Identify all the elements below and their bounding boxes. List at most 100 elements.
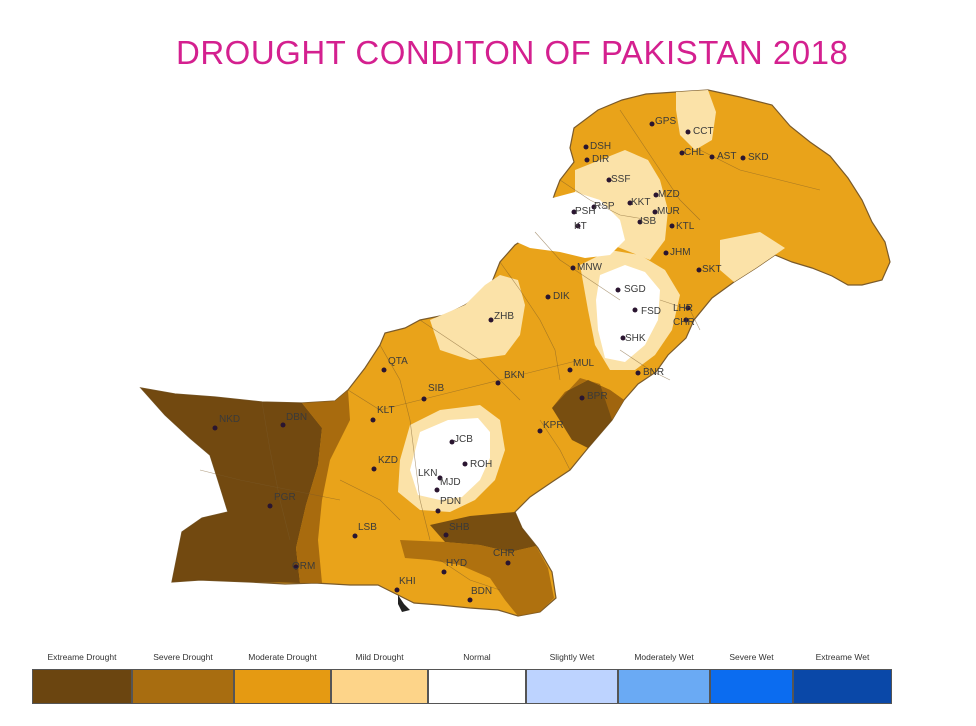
city-label-pdn: PDN <box>440 496 461 507</box>
legend: Extreame Drought Severe Drought Moderate D… <box>32 652 892 708</box>
legend-label: Normal <box>463 652 491 662</box>
city-label-mnw: MNW <box>577 262 603 273</box>
legend-label: Extreame Drought <box>47 652 117 662</box>
legend-item-1: Severe Drought <box>132 652 234 708</box>
city-label-roh: ROH <box>470 459 492 470</box>
city-label-chl: CHL <box>684 147 704 158</box>
legend-swatch <box>526 669 618 704</box>
city-label-lkn: LKN <box>418 468 437 479</box>
city-label-bkn: BKN <box>504 370 525 381</box>
city-jcb: JCB <box>449 434 473 445</box>
legend-swatch <box>132 669 234 704</box>
legend-label: Moderately Wet <box>634 652 694 662</box>
city-roh: ROH <box>462 459 492 470</box>
city-dbn: DBN <box>280 412 307 428</box>
city-label-mur: MUR <box>657 206 680 217</box>
city-label-kzd: KZD <box>378 455 398 466</box>
city-shk: SHK <box>620 333 646 344</box>
city-label-fsd: FSD <box>641 306 661 317</box>
city-bkn: BKN <box>495 370 525 386</box>
legend-swatch <box>793 669 892 704</box>
legend-swatch <box>428 669 526 704</box>
city-shb: SHB <box>443 522 470 538</box>
city-pdn: PDN <box>435 496 461 514</box>
legend-label: Moderate Drought <box>248 652 317 662</box>
city-label-qta: QTA <box>388 356 408 367</box>
city-label-skt: SKT <box>702 264 721 275</box>
legend-item-0: Extreame Drought <box>32 652 132 708</box>
city-isb: ISB <box>637 216 656 227</box>
city-ktl: KTL <box>669 221 695 232</box>
city-label-rsp: RSP <box>594 201 615 212</box>
city-label-kpr: KPR <box>543 420 564 431</box>
city-kkt: KKT <box>627 197 650 208</box>
zone-mild-kashmir <box>720 232 785 282</box>
city-qta: QTA <box>381 356 408 373</box>
legend-label: Severe Drought <box>153 652 213 662</box>
city-skt: SKT <box>696 264 721 275</box>
city-label-lhr: LHR <box>673 303 693 314</box>
city-sgd: SGD <box>615 284 646 295</box>
city-nkd: NKD <box>212 414 240 431</box>
city-kt: KT <box>574 221 587 232</box>
city-label-mjd: MJD <box>440 477 461 488</box>
city-label-jhm: JHM <box>670 247 691 258</box>
city-sib: SIB <box>421 383 444 402</box>
city-label-lsb: LSB <box>358 522 377 533</box>
coastline-detail <box>398 595 410 612</box>
city-label-bnr: BNR <box>643 367 664 378</box>
city-label-kkt: KKT <box>631 197 650 208</box>
city-label-psh: PSH <box>575 206 596 217</box>
city-ast: AST <box>709 151 736 162</box>
city-label-mzd: MZD <box>658 189 680 200</box>
city-ssf: SSF <box>606 174 630 185</box>
city-khi: KHI <box>394 576 416 593</box>
city-label-mul: MUL <box>573 358 595 369</box>
map-title: DROUGHT CONDITON OF PAKISTAN 2018 <box>176 34 849 71</box>
city-label-bpr: BPR <box>587 391 608 402</box>
city-chr-n: CHR <box>673 317 695 328</box>
city-label-kt: KT <box>574 221 587 232</box>
legend-label: Mild Drought <box>355 652 404 662</box>
zone-severe-south <box>400 540 554 616</box>
city-label-dik: DIK <box>553 291 570 302</box>
city-pgr: PGR <box>267 492 296 509</box>
city-label-dsh: DSH <box>590 141 611 152</box>
city-label-khi: KHI <box>399 576 416 587</box>
zone-mild-zhob <box>430 275 525 360</box>
city-dik: DIK <box>545 291 570 302</box>
legend-label: Extreame Wet <box>815 652 870 662</box>
legend-label: Severe Wet <box>729 652 774 662</box>
zone-severe-east <box>552 378 624 420</box>
city-label-sgd: SGD <box>624 284 646 295</box>
city-psh: PSH <box>571 206 596 217</box>
city-dsh: DSH <box>583 141 611 152</box>
city-bdn: BDN <box>467 586 492 603</box>
city-lhr: LHR <box>673 303 693 314</box>
legend-item-8: Extreame Wet <box>793 652 892 708</box>
city-bpr: BPR <box>579 391 608 402</box>
city-label-dbn: DBN <box>286 412 307 423</box>
zone-mild-gilgit <box>676 90 716 150</box>
city-label-zhb: ZHB <box>494 311 514 322</box>
city-label-shk: SHK <box>625 333 646 344</box>
city-label-nkd: NKD <box>219 414 240 425</box>
city-label-orm: ORM <box>292 561 315 572</box>
city-mzd: MZD <box>653 189 680 200</box>
city-jhm: JHM <box>663 247 691 258</box>
legend-swatch <box>331 669 428 704</box>
city-lsb: LSB <box>352 522 377 539</box>
city-lkn: LKN <box>418 468 443 481</box>
legend-item-2: Moderate Drought <box>234 652 331 708</box>
city-mur: MUR <box>652 206 680 217</box>
city-markers: GPS CCT DSH CHL AST SKD DIR SSF MZD KKT … <box>212 116 769 603</box>
legend-swatch <box>32 669 132 704</box>
city-label-pgr: PGR <box>274 492 296 503</box>
city-label-klt: KLT <box>377 405 395 416</box>
city-label-sib: SIB <box>428 383 444 394</box>
city-chr-s: CHR <box>493 548 515 566</box>
city-label-isb: ISB <box>640 216 656 227</box>
city-label-bdn: BDN <box>471 586 492 597</box>
city-label-chr-s: CHR <box>493 548 515 559</box>
district-boundaries <box>199 109 821 591</box>
